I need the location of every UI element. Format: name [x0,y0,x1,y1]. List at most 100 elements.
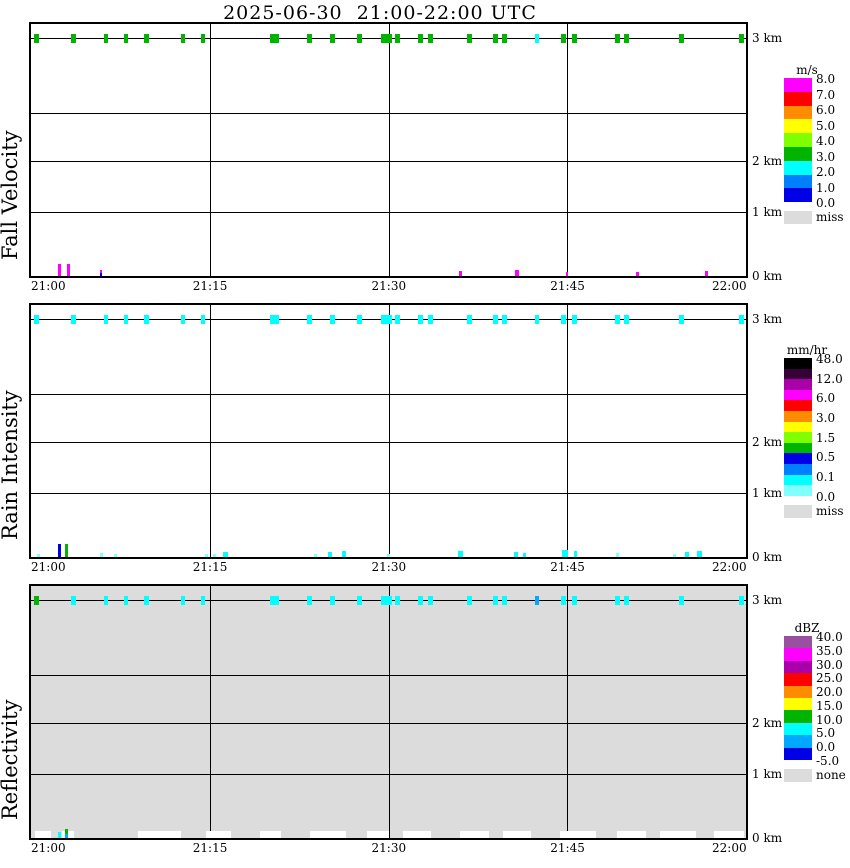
colorbar-segment [784,697,812,711]
colorbar-segment [784,636,812,649]
gridline-vertical [567,24,568,276]
x-tick-label: 21:45 [550,279,585,293]
data-mark-3km [71,315,77,324]
data-mark-3km [614,596,620,605]
colorbar-tick-label: 48.0 [816,352,843,366]
colorbar-segment [784,160,812,175]
data-mark-surface [314,554,318,557]
colorbar-segment [784,463,812,475]
y-tick-label: 2 km [752,154,783,169]
gridline-horizontal [31,212,746,213]
none-bar [502,831,532,838]
colorbar-tick-label: 1.5 [816,430,836,445]
y-tick-label: 3 km [752,31,783,46]
panel-reflectivity[interactable] [29,584,748,840]
data-mark-surface [99,553,103,557]
y-tick-label: 0 km [752,269,783,283]
data-mark-surface [513,552,518,557]
y-tick-label: 1 km [752,204,783,219]
data-mark-3km [307,596,313,605]
data-mark-3km [501,596,507,605]
colorbar-reflectivity [784,636,812,760]
colorbar-tick-label: 6.0 [816,103,836,118]
gridline-horizontal [31,493,746,494]
data-mark-surface [457,551,463,557]
x-tick-label: 21:00 [31,841,66,855]
panel-rain-intensity[interactable] [29,303,748,559]
data-mark-surface [566,272,569,276]
data-mark-3km [124,315,129,324]
gridline-vertical [210,24,211,276]
panel-ylabel-fall-velocity: Fall Velocity [0,130,22,260]
x-tick-label: 21:15 [192,560,228,574]
data-mark-surface [36,554,40,557]
colorbar-tick-label: 0.0 [816,196,836,211]
colorbar-tick-label: 0.1 [816,470,836,485]
colorbar-tick-label: 15.0 [816,698,843,713]
data-mark-3km [330,315,336,324]
gridline-vertical [389,24,390,276]
colorbar-segment [784,78,812,92]
y-tick-label: 0 km [752,550,783,564]
data-mark-3km [124,596,129,605]
gridline-vertical [389,586,390,838]
x-tick-label: 21:45 [550,841,585,855]
none-bar [617,831,646,838]
data-mark-3km [269,596,279,605]
colorbar-unit-fall-velocity: m/s [796,63,818,77]
data-mark-3km [624,596,630,605]
colorbar-segment [784,735,812,748]
colorbar-segment [784,105,812,120]
data-mark-3km [679,596,685,605]
data-mark-surface [387,554,390,557]
data-mark-3km [738,34,744,43]
colorbar-tick-label: 12.0 [816,371,843,386]
colorbar-unit-reflectivity: dBZ [794,621,820,635]
plot-area-reflectivity[interactable] [31,586,746,838]
data-mark-surface [635,272,639,276]
data-mark-3km [466,34,472,43]
data-mark-3km [33,315,39,324]
data-mark-3km [561,596,567,605]
data-mark-3km [679,34,685,43]
data-mark-surface [212,554,216,557]
plot-area-fall-velocity[interactable] [31,24,746,276]
data-mark-3km [395,596,401,605]
plot-area-rain-intensity[interactable] [31,305,746,557]
data-mark-surface [685,552,690,557]
gridline-vertical [567,586,568,838]
colorbar-tick-label: 0.0 [816,740,836,755]
data-mark-3km [561,315,567,324]
y-tick-label: 3 km [752,593,783,608]
colorbar-segment [784,442,812,454]
data-mark-surface [113,554,117,557]
data-mark-3km [380,596,392,605]
colorbar-fall-velocity [784,78,812,203]
data-mark-surface [615,553,619,557]
colorbar-tick-label: 3.0 [816,149,836,164]
y-tick-label: 1 km [752,485,783,500]
data-mark-3km [418,34,424,43]
none-bar [309,831,346,838]
data-mark-3km [738,596,744,605]
data-mark-3km [614,34,620,43]
colorbar-missing-label: none [816,768,846,782]
x-tick-label: 22:00 [712,841,747,855]
data-mark-surface [515,270,520,276]
data-mark-3km [624,315,630,324]
colorbar-tick-label: 0.0 [816,489,836,504]
panel-ylabel-reflectivity: Reflectivity [0,699,22,820]
colorbar-tick-label: 3.0 [816,411,836,426]
data-mark-3km [493,596,499,605]
none-bar [660,831,696,838]
panel-fall-velocity[interactable] [29,22,748,278]
x-tick-label: 22:00 [712,279,747,293]
data-mark-3km [269,315,279,324]
data-mark-3km [501,315,507,324]
data-mark-3km [418,596,424,605]
gridline-horizontal [31,113,746,114]
gridline-vertical [210,586,211,838]
colorbar-tick-label: 7.0 [816,87,836,102]
data-mark-3km [104,596,109,605]
gridline-horizontal [31,723,746,724]
